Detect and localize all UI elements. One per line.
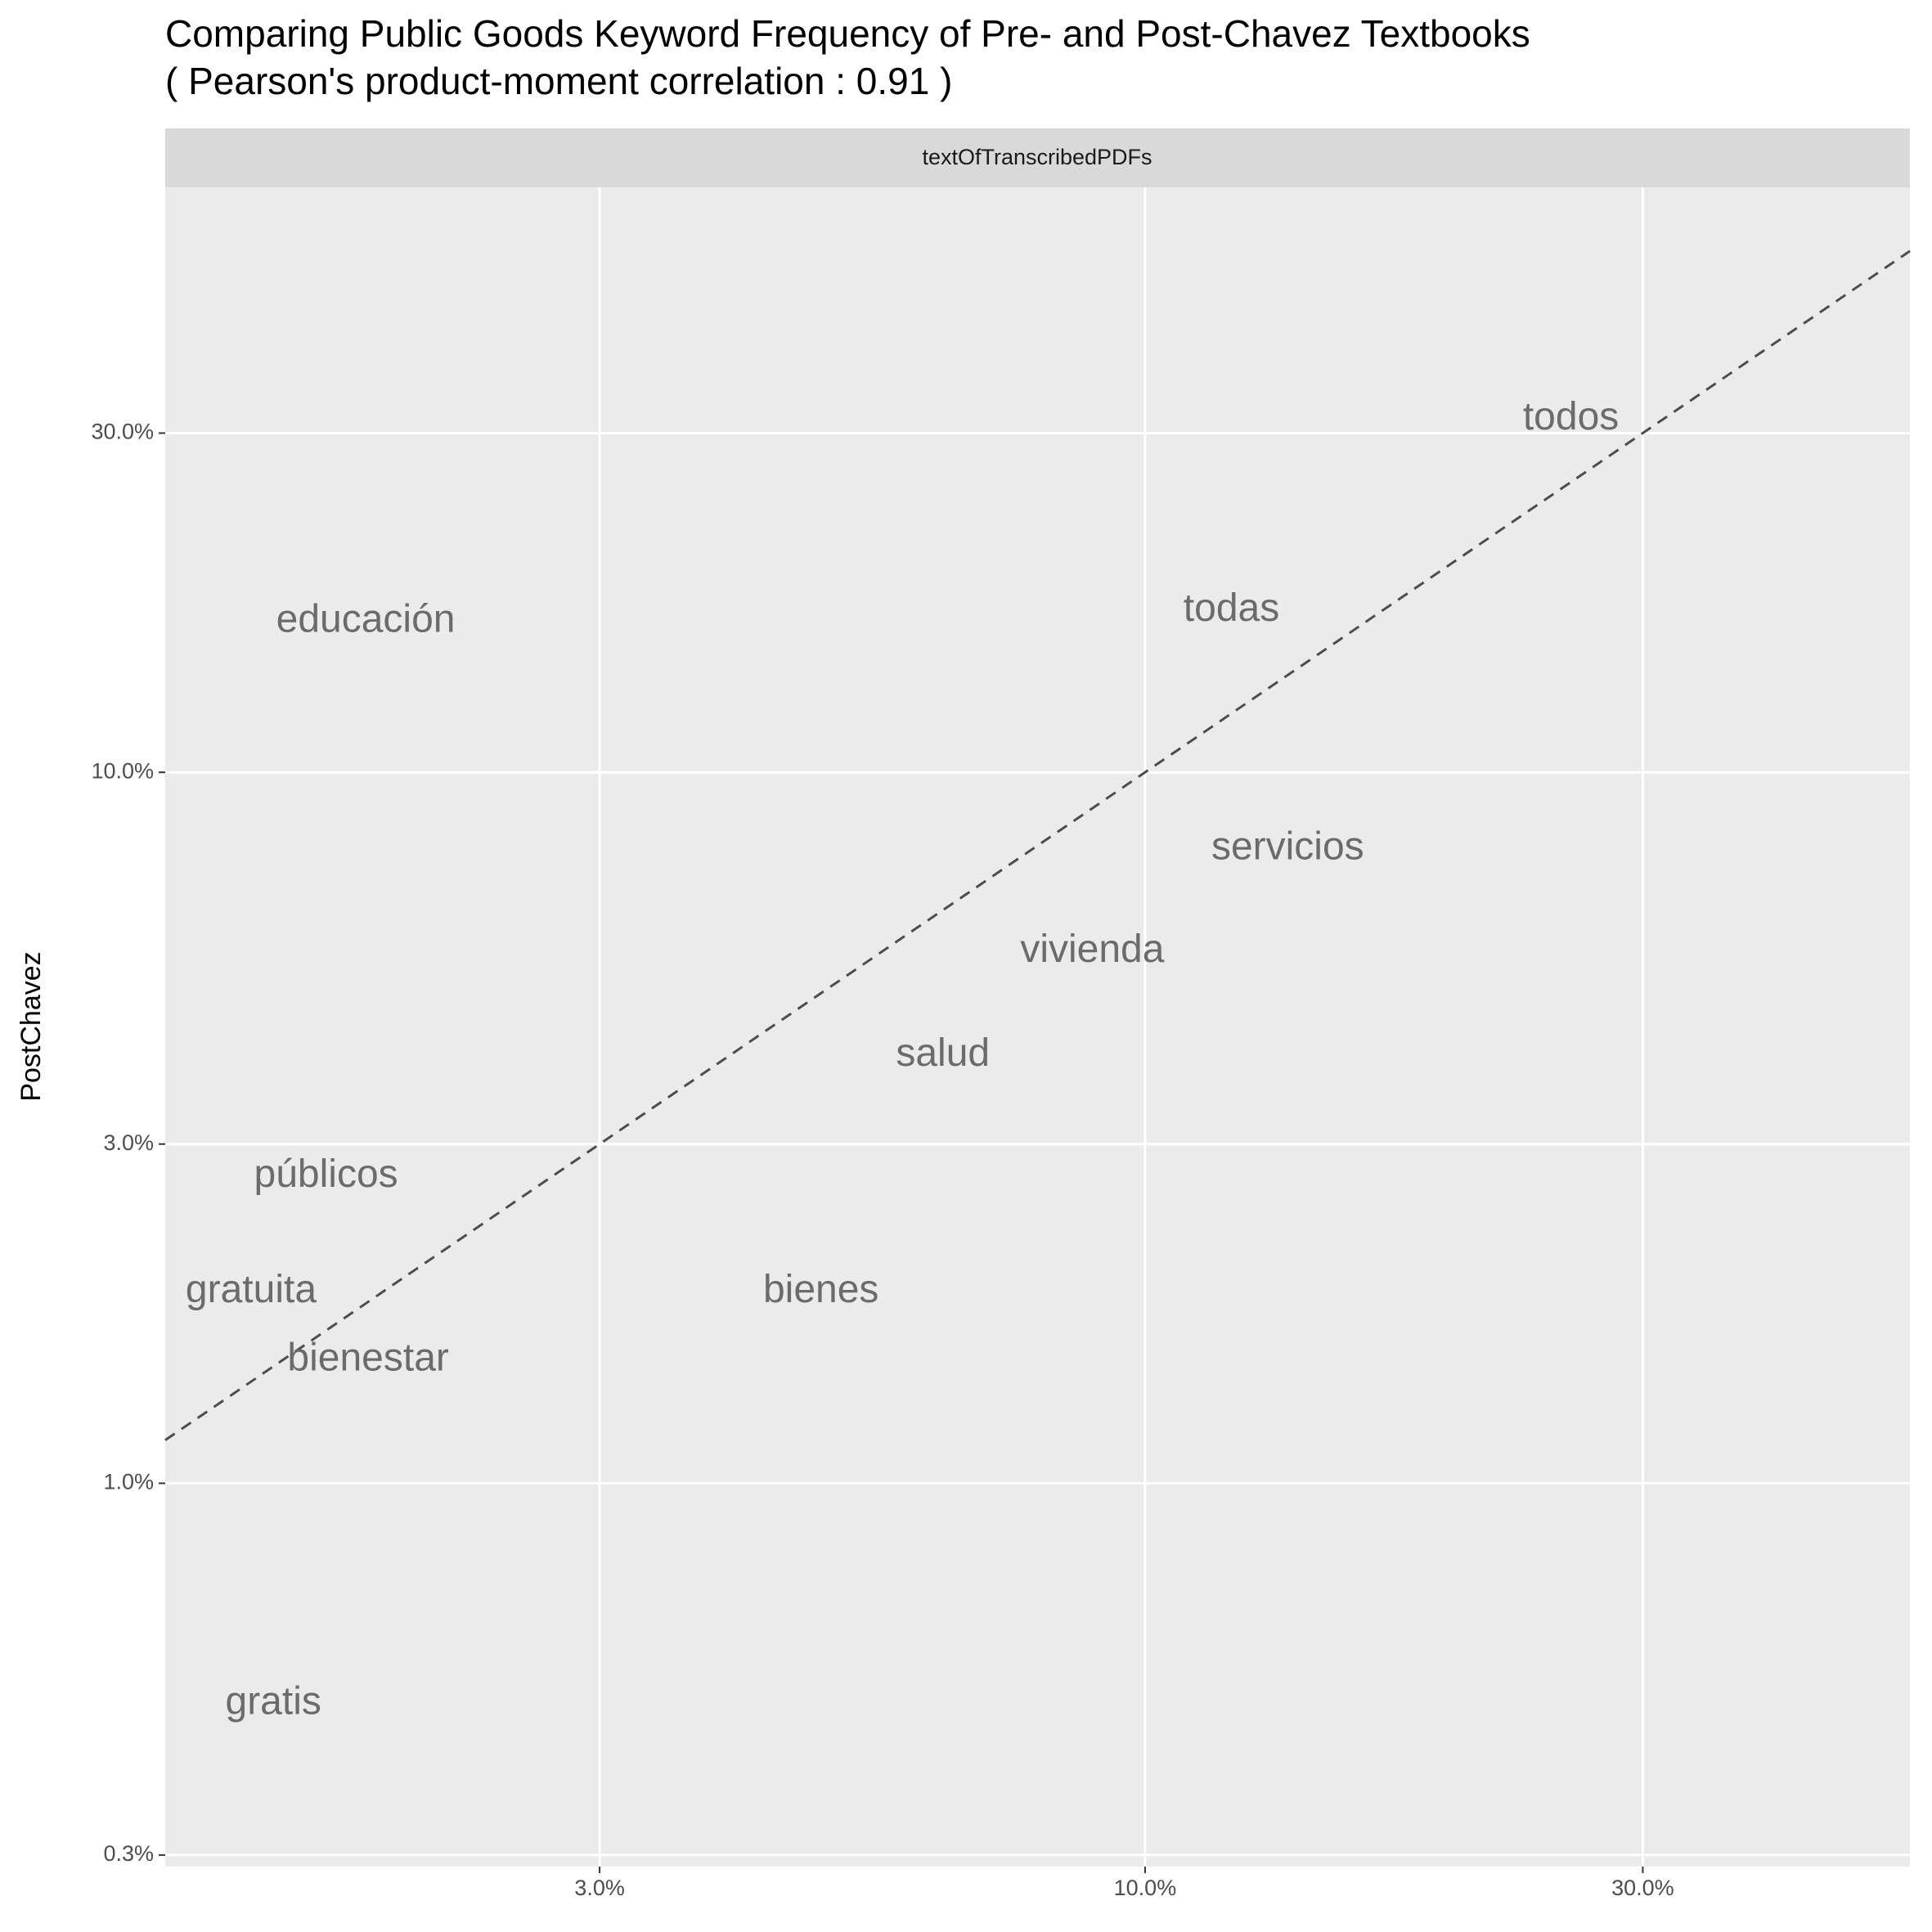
point-label: gratuita bbox=[186, 1268, 317, 1311]
point-label: bienestar bbox=[287, 1337, 448, 1380]
point-label: todos bbox=[1523, 395, 1619, 438]
chart-title: Comparing Public Goods Keyword Frequency… bbox=[165, 12, 1530, 55]
point-label: bienes bbox=[763, 1268, 878, 1311]
point-label: gratis bbox=[226, 1679, 321, 1723]
point-label: todas bbox=[1184, 586, 1279, 630]
x-tick-label: 30.0% bbox=[1611, 1876, 1674, 1900]
point-label: servicios bbox=[1211, 825, 1364, 869]
point-label: salud bbox=[896, 1031, 990, 1075]
y-axis-label: PostChavez bbox=[16, 951, 47, 1101]
y-tick-label: 1.0% bbox=[103, 1470, 154, 1494]
chart-subtitle: ( Pearson's product-moment correlation :… bbox=[165, 60, 952, 102]
point-label: públicos bbox=[254, 1152, 398, 1196]
x-tick-label: 3.0% bbox=[574, 1876, 625, 1900]
point-label: educación bbox=[276, 597, 456, 640]
y-tick-label: 30.0% bbox=[91, 420, 154, 444]
facet-strip bbox=[165, 128, 1910, 187]
y-tick-label: 0.3% bbox=[103, 1841, 154, 1866]
facet-label: textOfTranscribedPDFs bbox=[922, 145, 1152, 169]
y-tick-label: 3.0% bbox=[103, 1130, 154, 1155]
x-tick-label: 10.0% bbox=[1114, 1876, 1177, 1900]
y-tick-label: 10.0% bbox=[91, 758, 154, 783]
panel bbox=[165, 187, 1910, 1867]
point-label: vivienda bbox=[1020, 928, 1164, 971]
